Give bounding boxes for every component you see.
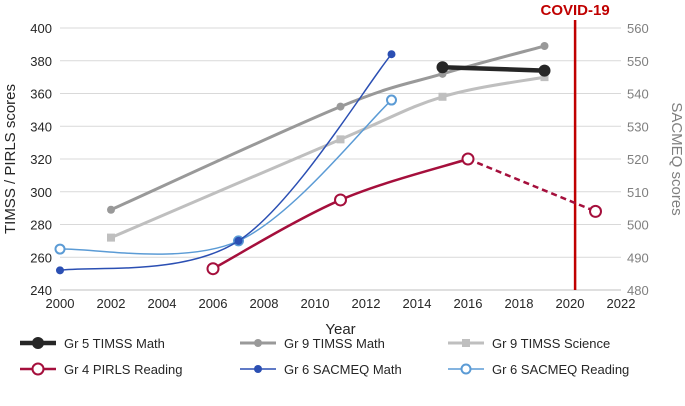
data-point-1-0: [107, 205, 115, 214]
y-right-tick-label: 550: [627, 54, 649, 69]
data-point-1-3: [540, 42, 549, 51]
legend-label: Gr 9 TIMSS Science: [492, 336, 610, 351]
y-left-tick-label: 240: [30, 283, 52, 298]
data-point-5-2: [386, 94, 397, 106]
x-tick-label: 2022: [607, 296, 636, 311]
series-dashed-extension: [467, 157, 596, 213]
y-left-tick-label: 340: [30, 119, 52, 134]
y-right-tick-label: 500: [627, 218, 649, 233]
series-gr-6-sacmeq-math: [56, 50, 396, 275]
y-left-tick-labels: 240 260 280 300 320 340 360 380 400: [30, 21, 52, 298]
series-line: [211, 157, 470, 270]
y-right-tick-label: 530: [627, 119, 649, 134]
data-point-0-1: [538, 64, 551, 77]
data-point-2-1: [336, 135, 345, 144]
legend-item: Gr 9 TIMSS Math: [240, 336, 385, 351]
legend-label: Gr 9 TIMSS Math: [284, 336, 385, 351]
data-point-legend-2: [462, 339, 470, 347]
x-tick-label: 2002: [97, 296, 126, 311]
covid-annotation: COVID-19: [541, 2, 610, 290]
y-left-tick-label: 320: [30, 152, 52, 167]
series-gr-5-timss-math: [436, 61, 551, 77]
y-right-tick-label: 560: [627, 21, 649, 36]
y-left-tick-label: 380: [30, 54, 52, 69]
y-right-tick-label: 540: [627, 87, 649, 102]
series-layer: [54, 42, 602, 276]
data-point-legend-3: [31, 362, 45, 376]
y-right-tick-label: 510: [627, 185, 649, 200]
data-point-1-1: [336, 102, 345, 111]
data-point-5-0: [54, 243, 66, 255]
legend: Gr 5 TIMSS Math Gr 9 TIMSS Math Gr 9 TIMSS…: [20, 336, 629, 377]
series-line: [109, 75, 546, 240]
y-left-tick-label: 300: [30, 185, 52, 200]
data-point-legend-0: [32, 337, 44, 349]
y-right-tick-label: 490: [627, 250, 649, 265]
y-left-tick-label: 360: [30, 87, 52, 102]
data-point-3-ext: [589, 204, 602, 218]
y-left-tick-label: 400: [30, 21, 52, 36]
legend-item: Gr 6 SACMEQ Reading: [448, 362, 629, 377]
x-tick-label: 2020: [556, 296, 585, 311]
y-right-tick-labels: 480 490 500 510 520 530 540 550 560: [627, 21, 649, 298]
series-gr-4-pirls-reading: [206, 152, 602, 276]
y-axis-label-left: TIMSS / PIRLS scores: [2, 84, 19, 234]
data-point-legend-1: [254, 339, 262, 347]
data-point-2-2: [438, 92, 447, 101]
y-axis-label-right: SACMEQ scores: [668, 102, 685, 215]
data-point-legend-4: [254, 365, 262, 373]
x-tick-label: 2018: [505, 296, 534, 311]
data-point-2-0: [107, 233, 115, 242]
series-line: [440, 65, 547, 73]
series-line: [109, 44, 546, 212]
data-point-4-0: [56, 266, 64, 275]
data-point-3-0: [206, 262, 220, 276]
gridlines: [60, 27, 621, 291]
x-tick-labels: 2000 2002 2004 2006 2008 2010 2012 2014 2016 2018…: [46, 296, 636, 311]
data-point-3-1: [334, 193, 347, 207]
legend-item: Gr 9 TIMSS Science: [448, 336, 610, 351]
legend-label: Gr 6 SACMEQ Math: [284, 362, 402, 377]
legend-item: Gr 6 SACMEQ Math: [240, 362, 402, 377]
x-tick-label: 2004: [148, 296, 177, 311]
y-left-tick-label: 260: [30, 250, 52, 265]
legend-label: Gr 6 SACMEQ Reading: [492, 362, 629, 377]
data-point-0-0: [436, 61, 449, 74]
y-right-tick-label: 480: [627, 283, 649, 298]
legend-label: Gr 5 TIMSS Math: [64, 336, 165, 351]
data-point-2-3: [540, 73, 549, 82]
legend-item: Gr 5 TIMSS Math: [20, 336, 165, 351]
x-tick-label: 2000: [46, 296, 75, 311]
x-tick-label: 2008: [250, 296, 279, 311]
x-tick-label: 2014: [403, 296, 432, 311]
data-point-4-1: [234, 236, 243, 245]
x-tick-label: 2016: [454, 296, 483, 311]
data-point-3-2: [461, 152, 475, 166]
data-point-4-2: [387, 50, 396, 59]
data-point-legend-5: [460, 363, 472, 375]
series-gr-9-timss-science: [107, 73, 549, 242]
y-left-tick-label: 280: [30, 218, 52, 233]
x-tick-label: 2006: [199, 296, 228, 311]
x-tick-label: 2010: [301, 296, 330, 311]
y-right-tick-label: 520: [627, 152, 649, 167]
legend-item: Gr 4 PIRLS Reading: [20, 362, 183, 377]
x-axis-label: Year: [325, 321, 355, 338]
legend-label: Gr 4 PIRLS Reading: [64, 362, 183, 377]
covid-label: COVID-19: [541, 2, 610, 19]
x-tick-label: 2012: [352, 296, 381, 311]
